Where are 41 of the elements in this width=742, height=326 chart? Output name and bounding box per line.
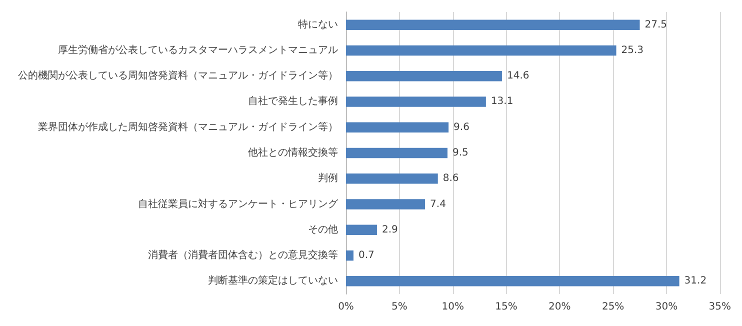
bar bbox=[346, 96, 486, 107]
data-label: 25.3 bbox=[621, 44, 644, 56]
y-tick-label: 特にない bbox=[298, 18, 338, 30]
data-label: 31.2 bbox=[684, 276, 707, 287]
bar bbox=[346, 148, 448, 158]
data-label: 7.4 bbox=[430, 198, 446, 210]
y-tick-label: 厚生労働省が公表しているカスタマーハラスメントマニュアル bbox=[58, 44, 338, 56]
y-tick-label: 判例 bbox=[318, 172, 338, 184]
x-tick-label: 10% bbox=[442, 302, 464, 312]
y-tick-label: 公的機関が公表している周知啓発資料（マニュアル・ガイドライン等） bbox=[18, 70, 338, 82]
bar bbox=[346, 224, 377, 236]
bar bbox=[346, 122, 449, 132]
x-tick-label: 20% bbox=[548, 302, 571, 312]
bar bbox=[346, 45, 616, 56]
bar bbox=[346, 70, 502, 82]
y-tick-label: 業界団体が作成した周知啓発資料（マニュアル・ガイドライン等） bbox=[38, 120, 338, 133]
data-label: 9.5 bbox=[452, 148, 468, 158]
bar bbox=[346, 174, 438, 184]
y-tick-label: 他社との情報交換等 bbox=[248, 146, 338, 158]
bar bbox=[346, 20, 640, 30]
x-tick-label: 30% bbox=[655, 302, 678, 312]
data-label: 9.6 bbox=[454, 122, 470, 133]
bar bbox=[346, 250, 354, 261]
x-tick-label: 35% bbox=[708, 302, 732, 312]
data-label: 0.7 bbox=[358, 250, 374, 262]
y-tick-label: 自社従業員に対するアンケート・ヒアリング bbox=[138, 198, 339, 210]
x-tick-label: 15% bbox=[495, 302, 518, 312]
data-label: 13.1 bbox=[490, 96, 514, 108]
bar bbox=[346, 276, 680, 286]
y-tick-label: 消費者（消費者団体含む）との意見交換等 bbox=[148, 249, 338, 262]
x-tick-label: 5% bbox=[391, 302, 408, 312]
data-label: 2.9 bbox=[382, 224, 398, 236]
bar bbox=[346, 199, 426, 210]
y-tick-label: 判断基準の策定はしていない bbox=[208, 274, 338, 287]
data-label: 14.6 bbox=[506, 70, 530, 82]
x-tick-label: 0% bbox=[338, 302, 354, 312]
y-tick-label: その他 bbox=[308, 223, 338, 236]
y-tick-label: 自社で発生した事例 bbox=[248, 95, 338, 108]
x-tick-label: 25% bbox=[602, 302, 624, 312]
data-label: 27.5 bbox=[644, 19, 668, 30]
data-label: 8.6 bbox=[442, 173, 459, 184]
